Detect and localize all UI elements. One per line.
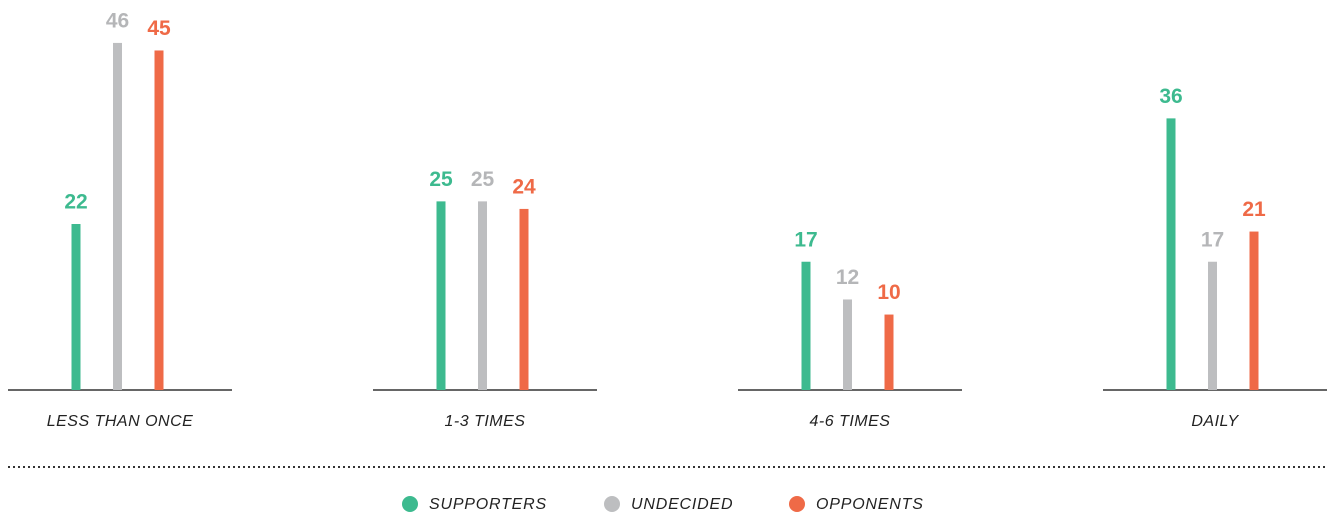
data-label: 45 [147, 17, 171, 40]
data-label: 21 [1242, 198, 1266, 221]
bar [113, 42, 122, 391]
bar [1249, 231, 1259, 390]
legend-marker [402, 496, 418, 512]
data-label: 17 [1201, 228, 1224, 251]
legend-label: OPPONENTS [816, 496, 924, 513]
data-label: 36 [1159, 85, 1182, 108]
data-label: 10 [877, 281, 900, 304]
legend-marker [604, 496, 620, 512]
bar [884, 314, 894, 390]
legend-marker [789, 496, 805, 512]
bar [801, 261, 811, 390]
x-tick-label: 4-6 TIMES [810, 413, 891, 430]
bar [71, 224, 81, 390]
x-tick-label: LESS THAN ONCE [47, 413, 194, 430]
data-label: 46 [106, 9, 129, 32]
bar [154, 50, 164, 390]
bar [1208, 261, 1217, 390]
x-tick-label: DAILY [1191, 413, 1239, 430]
bar [436, 201, 446, 390]
data-label: 25 [471, 168, 495, 191]
legend-label: UNDECIDED [631, 496, 733, 513]
legend-label: SUPPORTERS [429, 496, 547, 513]
bar [519, 208, 529, 390]
data-label: 12 [836, 266, 859, 289]
data-label: 17 [794, 228, 817, 251]
bar [843, 299, 852, 390]
x-tick-label: 1-3 TIMES [445, 413, 526, 430]
data-label: 25 [429, 168, 453, 191]
data-label: 22 [64, 191, 87, 214]
data-label: 24 [512, 175, 536, 198]
bar [478, 201, 487, 390]
bar [1166, 118, 1176, 390]
